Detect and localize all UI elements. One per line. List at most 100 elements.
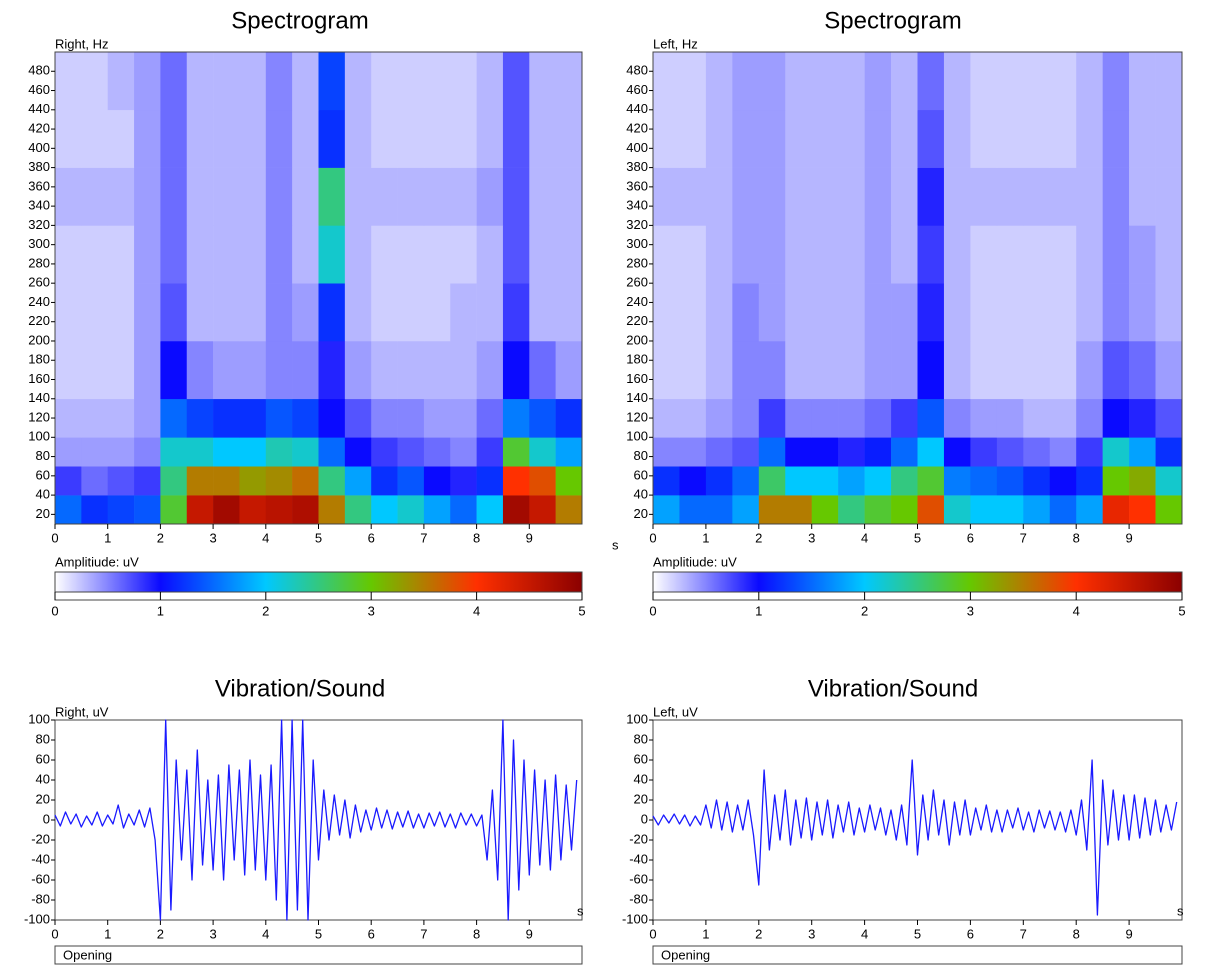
heat-cell xyxy=(1102,109,1130,168)
heat-cell xyxy=(450,225,477,284)
x-tick-label: 3 xyxy=(808,530,815,545)
heat-cell xyxy=(732,495,760,525)
heat-cell xyxy=(891,52,918,111)
heat-cell xyxy=(732,398,760,438)
heat-cell xyxy=(186,52,214,111)
heat-cell xyxy=(160,398,188,438)
heat-cell xyxy=(996,398,1024,438)
heat-cell xyxy=(344,398,372,438)
heat-cell xyxy=(838,167,865,226)
heat-cell xyxy=(917,167,945,226)
heat-cell xyxy=(943,495,971,525)
x-tick-label: 5 xyxy=(315,530,322,545)
heat-cell xyxy=(653,52,680,111)
heat-cell xyxy=(292,109,319,168)
heat-cell xyxy=(423,398,451,438)
x-tick-label: 3 xyxy=(209,926,216,941)
y-tick-label: 0 xyxy=(43,811,50,826)
colorbar xyxy=(652,571,1183,593)
heat-cell xyxy=(811,109,839,168)
heat-cell xyxy=(732,437,760,467)
heat-cell xyxy=(943,340,971,400)
heat-cell xyxy=(891,283,918,342)
heat-cell xyxy=(450,466,477,496)
heat-cell xyxy=(239,283,267,342)
heat-cell xyxy=(1023,495,1051,525)
heat-cell xyxy=(55,225,82,284)
heat-cell xyxy=(555,225,583,284)
x-tick-label: 2 xyxy=(755,530,762,545)
x-tick-label: 9 xyxy=(1125,926,1132,941)
heat-cell xyxy=(160,495,188,525)
heat-cell xyxy=(397,167,425,226)
heat-cell xyxy=(679,495,707,525)
y-tick-label: 480 xyxy=(626,63,648,78)
heat-cell xyxy=(344,340,372,400)
y-tick-label: 480 xyxy=(28,63,50,78)
heat-cell xyxy=(917,52,945,111)
heat-cell xyxy=(107,225,135,284)
heat-cell xyxy=(1102,340,1130,400)
heat-cell xyxy=(785,52,812,111)
heat-cell xyxy=(186,225,214,284)
heat-cell xyxy=(705,109,733,168)
heat-cell xyxy=(1129,495,1156,525)
heat-cell xyxy=(265,495,293,525)
x-tick-label: 7 xyxy=(420,926,427,941)
heat-cell xyxy=(134,283,161,342)
heat-cell xyxy=(134,466,161,496)
heat-cell xyxy=(476,52,504,111)
heat-cell xyxy=(970,466,998,496)
heat-cell xyxy=(265,283,293,342)
heat-cell xyxy=(891,109,918,168)
heat-cell xyxy=(838,495,865,525)
heat-cell xyxy=(107,109,135,168)
heat-cell xyxy=(423,466,451,496)
heat-cell xyxy=(811,398,839,438)
heat-cell xyxy=(555,340,583,400)
heat-cell xyxy=(1076,167,1103,226)
heat-cell xyxy=(186,437,214,467)
heat-cell xyxy=(1155,398,1183,438)
heat-cell xyxy=(529,495,556,525)
heat-cell xyxy=(239,466,267,496)
heat-cell xyxy=(239,225,267,284)
colorbar xyxy=(54,571,583,593)
x-tick-label: 7 xyxy=(1020,530,1027,545)
x-tick-label: 5 xyxy=(914,926,921,941)
heat-cell xyxy=(502,225,530,284)
heat-cell xyxy=(450,398,477,438)
y-tick-label: 200 xyxy=(626,332,648,347)
heat-cell xyxy=(265,340,293,400)
heat-cell xyxy=(213,52,240,111)
y-tick-label: -80 xyxy=(31,891,50,906)
signal-line xyxy=(652,759,1178,916)
heat-cell xyxy=(265,225,293,284)
heat-cell xyxy=(1155,109,1183,168)
heat-cell xyxy=(292,437,319,467)
heat-cell xyxy=(529,437,556,467)
heat-cell xyxy=(555,167,583,226)
heat-cell xyxy=(970,109,998,168)
heat-cell xyxy=(529,283,556,342)
heat-cell xyxy=(213,340,240,400)
heat-cell xyxy=(318,283,346,342)
heat-cell xyxy=(1102,398,1130,438)
heat-cell xyxy=(891,225,918,284)
y-tick-label: 340 xyxy=(626,198,648,213)
heat-cell xyxy=(1155,225,1183,284)
y-tick-label: -100 xyxy=(24,911,50,926)
heat-cell xyxy=(81,340,108,400)
heat-cell xyxy=(55,398,82,438)
heat-cell xyxy=(502,495,530,525)
heat-cell xyxy=(371,437,398,467)
heat-cell xyxy=(1076,437,1103,467)
heat-cell xyxy=(811,167,839,226)
heat-cell xyxy=(160,225,188,284)
y-tick-label: 180 xyxy=(28,352,50,367)
colorbar-tick-label: 2 xyxy=(861,603,868,618)
heat-cell xyxy=(970,225,998,284)
heat-cell xyxy=(996,466,1024,496)
x-tick-label: 9 xyxy=(526,926,533,941)
colorbar-tick-label: 1 xyxy=(755,603,762,618)
